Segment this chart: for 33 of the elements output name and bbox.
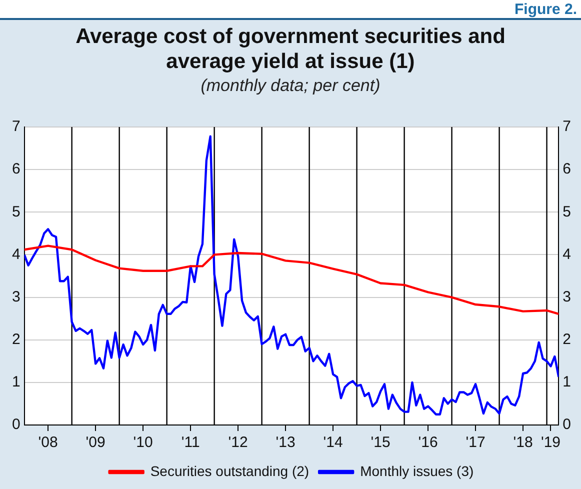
x-tick-label: '16 — [418, 434, 438, 452]
y2-tick-label: 1 — [562, 374, 571, 391]
legend-label: Securities outstanding (2) — [150, 462, 310, 479]
x-tick-label: '12 — [228, 434, 248, 452]
y-tick-label: 0 — [12, 416, 20, 434]
y2-tick-label: 3 — [562, 288, 571, 306]
y-tick-label: 7 — [12, 118, 20, 136]
x-tick-label: '15 — [370, 434, 390, 452]
x-tick-label: '10 — [133, 434, 153, 452]
chart-title: Average cost of government securities and average yield at issue (1) — [74, 24, 506, 74]
y-tick-label: 6 — [12, 160, 20, 178]
y2-tick-label: 5 — [562, 203, 571, 220]
x-tick-label: '11 — [181, 434, 200, 452]
caption: Figure 2. — [514, 1, 577, 18]
y-tick-label: 3 — [12, 288, 20, 306]
x-tick-label: '14 — [323, 434, 343, 452]
x-tick-label: '17 — [466, 434, 486, 452]
y-tick-label: 4 — [12, 246, 20, 263]
y2-tick-label: 6 — [562, 160, 571, 178]
y2-tick-label: 7 — [562, 118, 571, 136]
legend-label: Monthly issues (3) — [360, 462, 474, 479]
y2-tick-label: 4 — [562, 246, 571, 263]
y-tick-label: 1 — [12, 374, 20, 391]
x-tick-label: '08 — [38, 434, 58, 452]
chart-subtitle: (monthly data; per cent) — [200, 76, 382, 96]
y2-tick-label: 2 — [562, 331, 571, 348]
y-tick-label: 2 — [12, 331, 20, 348]
x-tick-label: '09 — [86, 434, 106, 452]
x-tick-label: '18 — [513, 434, 533, 452]
x-tick-label: '19 — [540, 434, 561, 452]
y-tick-label: 5 — [12, 203, 20, 220]
x-tick-label: '13 — [276, 434, 296, 452]
y2-tick-label: 0 — [562, 416, 571, 434]
